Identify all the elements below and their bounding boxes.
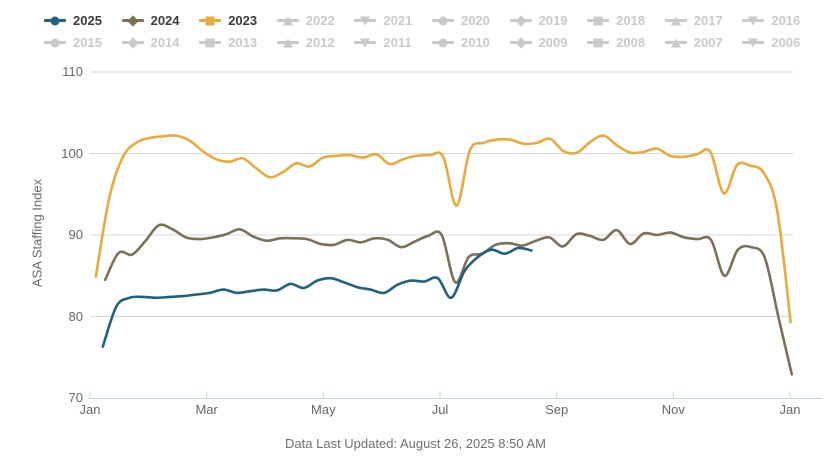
x-tick-label-6-Jan: Jan xyxy=(779,402,801,417)
diamond-marker-icon xyxy=(121,36,144,49)
y-tick-label-70: 70 xyxy=(68,390,83,405)
y-axis-title: ASA Staffing Index xyxy=(29,178,45,288)
legend-label-2006: 2006 xyxy=(771,35,801,50)
triangle-up-marker-icon xyxy=(664,14,687,27)
legend-label-2024: 2024 xyxy=(150,13,180,28)
circle-marker-icon xyxy=(44,36,66,49)
x-tick-label-0-Jan: Jan xyxy=(79,402,101,417)
square-marker-icon xyxy=(199,14,222,27)
legend-item-2007[interactable]: 2007 xyxy=(664,32,743,53)
legend-item-2016[interactable]: 2016 xyxy=(742,10,820,31)
legend-label-2011: 2011 xyxy=(383,35,412,50)
x-tick-label-2-May: May xyxy=(311,402,336,417)
square-marker-icon xyxy=(199,36,222,49)
x-tick-label-1-Mar: Mar xyxy=(195,402,218,417)
triangle-up-marker-icon xyxy=(664,36,687,49)
diamond-marker-icon xyxy=(121,14,144,27)
y-tick-label-80: 80 xyxy=(68,308,83,324)
legend-item-2023[interactable]: 2023 xyxy=(199,10,277,31)
legend-item-2018[interactable]: 2018 xyxy=(587,10,665,31)
legend-item-2011[interactable]: 2011 xyxy=(354,32,432,53)
x-tick-label-4-Sep: Sep xyxy=(545,402,569,417)
triangle-up-marker-icon xyxy=(276,36,299,49)
triangle-up-marker-icon xyxy=(276,14,299,27)
legend-label-2009: 2009 xyxy=(538,35,568,50)
circle-marker-icon xyxy=(431,14,454,27)
legend-item-2013[interactable]: 2013 xyxy=(199,32,277,53)
legend-label-2016: 2016 xyxy=(771,13,801,28)
legend-item-2010[interactable]: 2010 xyxy=(431,32,510,53)
x-tick-label-5-Nov: Nov xyxy=(661,402,685,417)
y-tick-label-100: 100 xyxy=(61,145,83,161)
legend-label-2012: 2012 xyxy=(305,35,335,50)
legend-item-2024[interactable]: 2024 xyxy=(121,10,200,31)
diamond-marker-icon xyxy=(509,14,532,27)
legend-item-2009[interactable]: 2009 xyxy=(509,32,588,53)
legend-label-2025: 2025 xyxy=(73,13,102,28)
legend-label-2018: 2018 xyxy=(616,13,646,28)
legend-item-2021[interactable]: 2021 xyxy=(354,10,432,31)
triangle-down-marker-icon xyxy=(742,14,765,27)
chart-legend: 2025 2024 2023 2022 2021 2020 2019 2018 2017 2016… xyxy=(44,10,820,53)
circle-marker-icon xyxy=(431,36,454,49)
legend-item-2014[interactable]: 2014 xyxy=(121,32,200,53)
legend-label-2022: 2022 xyxy=(305,13,335,28)
triangle-down-marker-icon xyxy=(742,36,765,49)
legend-item-2012[interactable]: 2012 xyxy=(276,32,355,53)
square-marker-icon xyxy=(587,36,610,49)
circle-marker-icon xyxy=(44,14,66,27)
last-updated-text: Data Last Updated: August 26, 2025 8:50 … xyxy=(285,436,546,451)
legend-item-2017[interactable]: 2017 xyxy=(664,10,743,31)
series-line-2025[interactable] xyxy=(101,246,533,348)
diamond-marker-icon xyxy=(509,36,532,49)
legend-item-2022[interactable]: 2022 xyxy=(276,10,355,31)
legend-label-2017: 2017 xyxy=(693,13,723,28)
legend-label-2019: 2019 xyxy=(538,13,568,28)
series-line-2024[interactable] xyxy=(103,223,794,376)
y-tick-label-110: 110 xyxy=(62,64,83,79)
triangle-down-marker-icon xyxy=(354,14,377,27)
legend-label-2021: 2021 xyxy=(383,13,413,28)
legend-label-2014: 2014 xyxy=(150,35,180,50)
legend-label-2008: 2008 xyxy=(616,35,646,50)
series-line-2023[interactable] xyxy=(94,134,792,324)
y-tick-label-90: 90 xyxy=(68,227,83,242)
legend-label-2010: 2010 xyxy=(460,35,490,50)
square-marker-icon xyxy=(587,14,610,27)
legend-item-2006[interactable]: 2006 xyxy=(742,32,820,53)
triangle-down-marker-icon xyxy=(354,36,377,49)
legend-item-2019[interactable]: 2019 xyxy=(509,10,588,31)
legend-label-2007: 2007 xyxy=(693,35,723,50)
legend-item-2008[interactable]: 2008 xyxy=(587,32,665,53)
legend-item-2020[interactable]: 2020 xyxy=(431,10,510,31)
legend-label-2015: 2015 xyxy=(73,35,102,50)
x-tick-label-3-Jul: Jul xyxy=(431,402,449,417)
legend-label-2020: 2020 xyxy=(460,13,490,28)
legend-item-2025[interactable]: 2025 xyxy=(44,10,122,31)
legend-item-2015[interactable]: 2015 xyxy=(44,32,122,53)
legend-label-2013: 2013 xyxy=(228,35,258,50)
legend-label-2023: 2023 xyxy=(228,13,258,28)
